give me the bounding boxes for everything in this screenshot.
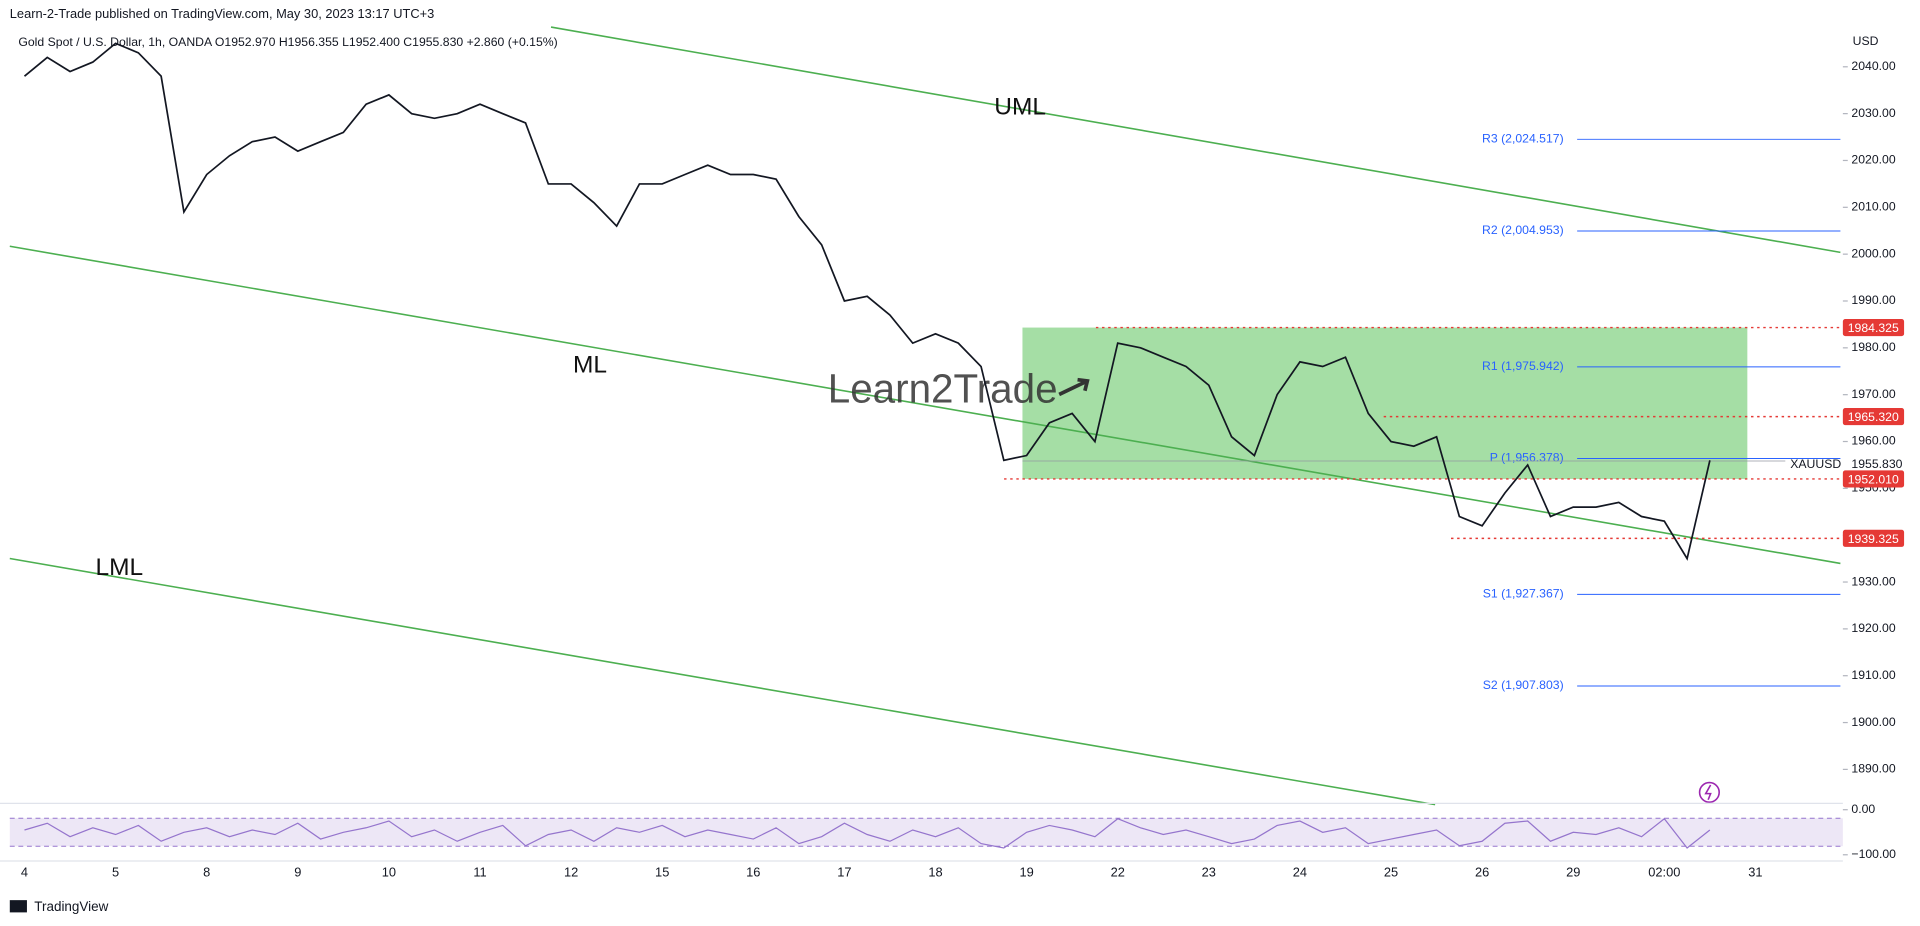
pivot-label: P (1,956.378) [1490, 451, 1564, 465]
x-tick-label: 24 [1293, 865, 1307, 880]
y-tick-label: −100.00 [1851, 847, 1896, 861]
y-tick-label: 1980.00 [1851, 340, 1895, 354]
x-tick-label: 25 [1384, 865, 1398, 880]
channel-line [9, 245, 1841, 565]
channel-line [550, 26, 1841, 254]
currency: USD [1853, 34, 1879, 48]
level-tag [1842, 470, 1905, 488]
level-label: 1939.325 [1848, 532, 1899, 546]
y-tick-label: 1990.00 [1851, 293, 1895, 307]
alert-icon-bolt [1704, 784, 1712, 801]
y-tick-label: 2010.00 [1851, 200, 1895, 214]
y-tick-label: 1920.00 [1851, 621, 1895, 635]
x-tick-label: 19 [1019, 865, 1033, 880]
y-tick-label: 2020.00 [1851, 153, 1895, 167]
x-tick-label: 17 [837, 865, 851, 880]
y-tick-label: 2030.00 [1851, 106, 1895, 120]
rsi-band [9, 818, 1843, 847]
y-tick-label: 1900.00 [1851, 715, 1895, 729]
x-tick-label: 29 [1566, 865, 1580, 880]
pivot-label: S2 (1,907.803) [1483, 678, 1564, 692]
level-label: 1952.010 [1848, 472, 1899, 486]
level-tag [1842, 408, 1905, 426]
series-label: XAUUSD [1790, 457, 1841, 471]
layer [1022, 327, 1748, 479]
x-tick-label: 31 [1748, 865, 1762, 880]
y-tick-label: 1960.00 [1851, 434, 1895, 448]
y-tick-label: 2040.00 [1851, 59, 1895, 73]
pivot-label: R2 (2,004.953) [1482, 223, 1564, 237]
x-tick-label: 18 [928, 865, 942, 880]
series-line [23, 42, 1711, 561]
x-tick-label: 16 [746, 865, 760, 880]
alert-icon[interactable] [1698, 781, 1720, 803]
pivot-label: R3 (2,024.517) [1482, 132, 1564, 146]
publisher: Learn-2-Trade published on TradingView.c… [10, 6, 434, 21]
brand-logo [9, 900, 27, 913]
y-tick-label: 1910.00 [1851, 668, 1895, 682]
y-tick-label: 1970.00 [1851, 387, 1895, 401]
y-tick-label: 0.00 [1851, 802, 1875, 816]
x-tick-label: 15 [655, 865, 669, 880]
level-label: 1965.320 [1848, 410, 1899, 424]
pivot-label: R1 (1,975.942) [1482, 359, 1564, 373]
x-tick-label: 12 [564, 865, 578, 880]
x-tick-label: 23 [1202, 865, 1216, 880]
brand: TradingView [34, 899, 108, 914]
symbol-info: Gold Spot / U.S. Dollar, 1h, OANDA O1952… [18, 35, 557, 49]
y-tick-label: 2000.00 [1851, 246, 1895, 260]
x-tick-label: 8 [203, 865, 210, 880]
x-tick-label: 10 [382, 865, 396, 880]
watermark-arrow [1058, 377, 1090, 397]
channel-label: LML [96, 554, 144, 581]
channel-line [9, 557, 1436, 806]
level-tag [1842, 319, 1905, 337]
x-tick-label: 26 [1475, 865, 1489, 880]
range-box [1022, 327, 1748, 479]
y-tick-label: 1930.00 [1851, 574, 1895, 588]
series-line [24, 817, 1711, 849]
channel-label: ML [573, 352, 607, 379]
x-tick-label: 02:00 [1648, 865, 1680, 880]
x-tick-label: 4 [21, 865, 28, 880]
x-tick-label: 9 [294, 865, 301, 880]
last-price-label: 1955.830 [1851, 457, 1902, 471]
x-tick-label: 5 [112, 865, 119, 880]
level-tag [1842, 529, 1905, 547]
pivot-label: S1 (1,927.367) [1483, 587, 1564, 601]
x-tick-label: 11 [473, 865, 486, 880]
watermark: Learn2Trade [828, 366, 1058, 412]
x-tick-label: 22 [1111, 865, 1125, 880]
channel-label: UML [994, 93, 1046, 120]
level-label: 1984.325 [1848, 321, 1899, 335]
y-tick-label: 1890.00 [1851, 762, 1895, 776]
